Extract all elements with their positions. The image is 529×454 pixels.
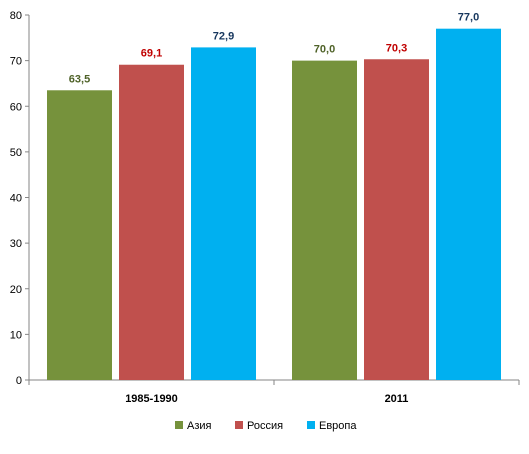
bar-Россия	[364, 59, 429, 380]
data-label: 72,9	[213, 30, 234, 42]
legend-label: Европа	[319, 420, 357, 432]
x-category-label: 1985-1990	[125, 393, 178, 405]
data-label: 70,3	[386, 42, 407, 54]
data-label: 63,5	[69, 73, 90, 85]
y-tick-label: 40	[10, 193, 22, 205]
bar-Европа	[436, 28, 501, 380]
legend-swatch	[175, 421, 183, 429]
y-tick-label: 80	[10, 10, 22, 22]
legend-label: Азия	[187, 420, 212, 432]
bar-Россия	[119, 64, 184, 380]
legend-swatch	[235, 421, 243, 429]
legend-label: Россия	[247, 420, 283, 432]
y-tick-label: 20	[10, 284, 22, 296]
axes: 0 10 20 30 40 50 60 70 80 1985-1990 2011	[10, 10, 520, 405]
y-tick-label: 60	[10, 101, 22, 113]
data-label: 70,0	[314, 44, 335, 56]
bars	[47, 28, 501, 381]
data-labels: 63,5 69,1 72,9 70,0 70,3 77,0	[69, 12, 479, 86]
x-category-label: 2011	[385, 393, 409, 405]
data-label: 77,0	[458, 12, 479, 24]
y-tick-label: 10	[10, 329, 22, 341]
legend: Азия Россия Европа	[175, 420, 357, 432]
legend-swatch	[307, 421, 315, 429]
bar-Азия	[292, 60, 357, 380]
bar-Европа	[191, 47, 256, 381]
y-tick-label: 50	[10, 147, 22, 159]
y-tick-label: 30	[10, 238, 22, 250]
bar-Азия	[47, 90, 112, 380]
data-label: 69,1	[141, 48, 162, 60]
y-tick-label: 0	[16, 375, 22, 387]
y-tick-label: 70	[10, 56, 22, 68]
